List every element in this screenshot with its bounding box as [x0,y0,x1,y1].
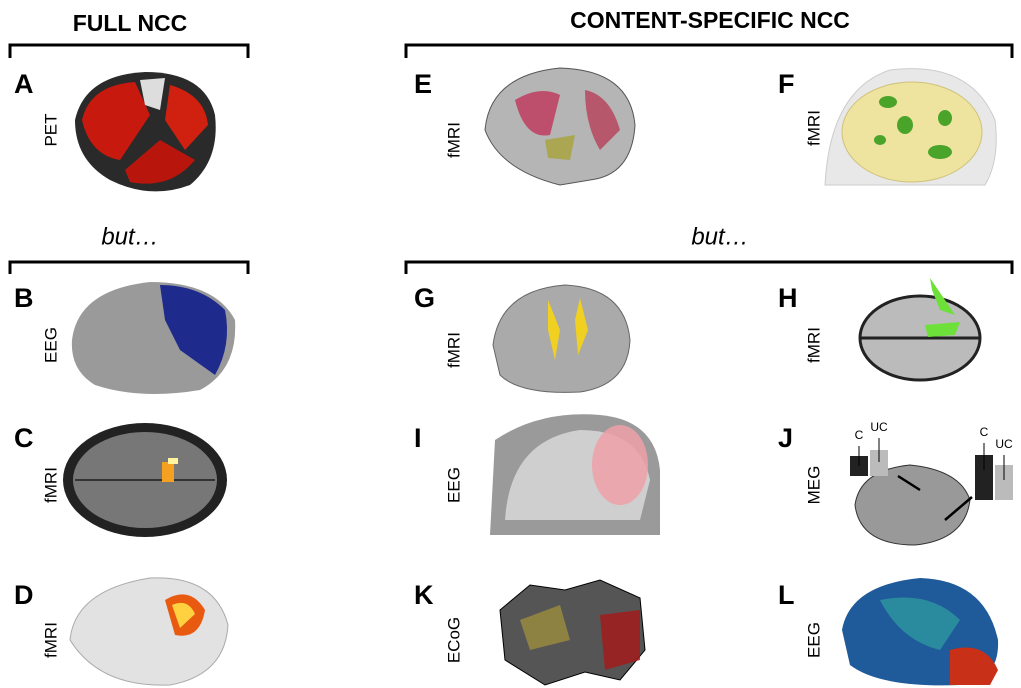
brain-image [72,282,235,394]
header: FULL NCC [73,10,188,36]
panel-modality: PET [41,113,60,146]
bracket [10,262,248,274]
header: CONTENT-SPECIFIC NCC [570,7,850,33]
panel-modality: fMRI [41,622,60,658]
panel-modality: EEG [41,327,60,363]
but-label: but… [101,223,158,250]
bar-label: UC [870,420,888,434]
bracket [406,262,1012,274]
panel-letter: F [778,69,795,99]
panel-letter: G [414,283,435,313]
panel-letter: L [778,580,795,610]
figure: FULL NCC CONTENT-SPECIFIC NCC but… but… [0,0,1021,688]
brain-image [493,285,630,392]
brain-image [500,580,645,685]
panel-modality: ECoG [444,617,463,663]
panel-letter: A [14,69,34,99]
panel-letter: H [778,283,798,313]
bar-label: UC [995,437,1013,451]
bar-label: C [855,428,864,442]
page: FULL NCC CONTENT-SPECIFIC NCC but… but… [0,0,1021,688]
panel-modality: fMRI [804,110,823,146]
panel-modality: fMRI [444,332,463,368]
panel-letter: E [414,69,432,99]
panel-modality: MEG [804,466,823,505]
brain-image [75,72,216,191]
bar-label: C [980,425,989,439]
bracket [406,45,1012,58]
brain-image [825,69,996,185]
panel-letter: D [14,580,34,610]
brain-image [860,278,980,380]
brain-image [490,414,660,535]
panel-modality: fMRI [804,327,823,363]
bar-illustration: C UC C UC [850,420,1013,545]
but-label: but… [691,223,748,250]
panel-letter: K [414,580,434,610]
brain-image [63,423,227,537]
panel-modality: EEG [804,622,823,658]
panel-letter: I [414,423,422,453]
bracket [10,45,248,58]
panel-letter: J [778,423,793,453]
panel-modality: EEG [444,467,463,503]
brain-image [70,578,228,685]
brain-image [842,578,998,685]
panel-modality: fMRI [444,122,463,158]
panel-modality: fMRI [41,467,60,503]
panel-letter: B [14,283,34,313]
panel-letter: C [14,423,34,453]
brain-image [485,68,635,185]
